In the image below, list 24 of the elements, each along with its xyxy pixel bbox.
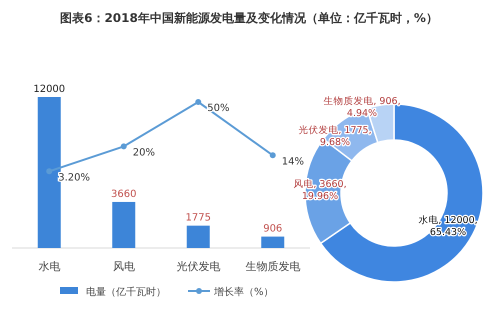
- chart-title: 图表6：2018年中国新能源发电量及变化情况（单位：亿千瓦时，%）: [60, 11, 438, 25]
- point: [270, 152, 276, 158]
- point: [195, 99, 202, 105]
- point: [120, 143, 127, 150]
- point: [46, 168, 52, 174]
- slice-label: 水电, 12000, 65.43%: [418, 214, 478, 238]
- data-label: 14%: [282, 156, 304, 168]
- data-label: 906: [263, 224, 282, 235]
- bar: [38, 97, 61, 248]
- x-tick-label: 水电: [38, 260, 60, 273]
- bar: [186, 226, 210, 248]
- data-label: 1775: [186, 212, 211, 224]
- data-label: 50%: [207, 103, 230, 114]
- data-label: 20%: [132, 147, 155, 158]
- bar: [112, 202, 136, 248]
- data-label: 3660: [111, 188, 136, 200]
- legend-label: 电量（亿千瓦时）: [86, 286, 166, 298]
- data-label: 12000: [33, 84, 66, 95]
- x-tick-label: 风电: [112, 260, 135, 273]
- legend-label: 增长率（%）: [213, 286, 274, 298]
- slice-label: 生物质发电, 906, 4.94%: [323, 95, 401, 119]
- bar: [261, 236, 284, 248]
- x-tick-label: 生物质发电: [245, 260, 300, 273]
- x-tick-label: 光伏发电: [176, 260, 220, 273]
